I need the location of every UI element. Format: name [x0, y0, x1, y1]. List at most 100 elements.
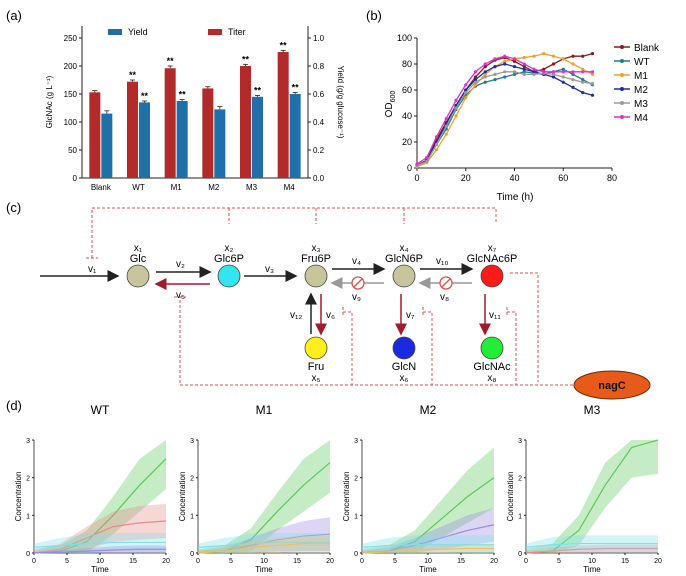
x-tick-label: 15	[129, 558, 137, 565]
data-point	[581, 70, 585, 74]
subplot-title: M2	[420, 403, 437, 417]
series-line-m2	[416, 63, 593, 166]
bar-titer	[240, 66, 251, 178]
panel-label-b: (b)	[366, 8, 382, 23]
data-point	[512, 57, 517, 61]
y-axis-label-sub: 600	[390, 91, 397, 103]
y-axis-label-main: OD	[384, 102, 395, 117]
y-tick-label: 200	[64, 62, 78, 71]
y-tick-label-right: 0.4	[313, 118, 325, 127]
y-tick-label: 50	[68, 146, 77, 155]
x-tick-label: 20	[162, 558, 170, 565]
legend-label-wt: WT	[634, 57, 650, 68]
data-point	[483, 72, 487, 76]
node-var-fru6p: x₃	[311, 243, 320, 254]
legend-label-m1: M1	[634, 71, 648, 82]
node-var-fru: x₅	[311, 373, 320, 384]
data-point	[571, 62, 575, 66]
data-point	[571, 54, 575, 58]
x-axis-label: Time	[255, 565, 273, 574]
y-tick-label: 3	[190, 438, 194, 445]
y-tick-label: 3	[518, 438, 522, 445]
x-tick-label: M1	[171, 183, 183, 192]
bar-titer	[164, 68, 176, 178]
node-label-glcn6p: GlcN6P	[385, 253, 423, 265]
legend-marker	[620, 101, 624, 105]
node-label-glcnac: GlcNAc	[473, 361, 511, 373]
node-label-glc6p: Glc6P	[214, 253, 244, 265]
y-tick-label: 100	[64, 118, 78, 127]
y-tick-label: 40	[402, 111, 412, 121]
data-point	[512, 59, 517, 64]
x-tick-label: WT	[132, 183, 145, 192]
bar-yield	[176, 101, 188, 178]
legend-label-yield: Yield	[128, 27, 148, 37]
y-axis-label: Concentration	[342, 472, 351, 522]
legend-label-m4: M4	[634, 113, 648, 124]
significance-label: **	[292, 83, 300, 93]
y-tick-label-right: 0.8	[313, 62, 325, 71]
significance-label: **	[280, 40, 288, 50]
x-axis-label: Time	[583, 565, 601, 574]
series-line	[525, 547, 658, 554]
y-tick-label: 2	[518, 476, 522, 483]
data-point	[561, 67, 565, 71]
series-line	[197, 541, 330, 548]
data-point	[434, 148, 439, 152]
bottom-regulation-lines	[174, 272, 576, 386]
y-axis-label: Concentration	[14, 472, 23, 522]
bars-layer: ** ** ** ** ** ** ** **	[89, 40, 301, 178]
top-regulation-lines	[86, 207, 497, 259]
series-line	[33, 541, 166, 548]
data-point	[503, 54, 507, 58]
node-var-glc6p: x₂	[225, 243, 234, 254]
y-tick-label: 0	[190, 551, 194, 558]
data-point	[444, 132, 448, 136]
node-var-glc: x₁	[134, 243, 143, 254]
x-tick-label: 20	[326, 558, 334, 565]
data-point	[473, 75, 478, 79]
data-point	[581, 91, 585, 95]
data-point	[483, 80, 487, 84]
data-point	[581, 80, 585, 84]
data-point	[434, 135, 439, 139]
bar-yield	[252, 96, 263, 178]
significance-label: **	[141, 91, 149, 101]
legend: Blank WT M1 M2 M3 M4	[614, 43, 660, 124]
x-tick-label: 5	[65, 558, 69, 565]
bar-titer	[127, 81, 138, 178]
bar-chart-glcnac: GlcNAc (g L⁻¹) Yield (g/g glucose⁻¹) Yie…	[45, 26, 345, 192]
significance-label: **	[167, 56, 175, 66]
y-tick-label: 0	[354, 551, 358, 558]
confidence-band	[34, 504, 166, 553]
y-tick-label: 100	[397, 33, 412, 43]
data-point	[493, 72, 497, 76]
y-tick-label: 1	[518, 513, 522, 520]
y-tick-label: 2	[190, 476, 194, 483]
subplot-title: M3	[584, 403, 601, 417]
y-tick-label: 250	[64, 34, 78, 43]
y-axis-label: OD600	[384, 91, 397, 118]
node-glcn6p	[392, 264, 416, 288]
data-point	[493, 78, 497, 82]
data-point	[425, 159, 429, 164]
y-tick-label: 2	[26, 476, 30, 483]
bar-yield	[214, 109, 226, 178]
flux-label-v11: v₁₁	[489, 310, 501, 321]
data-point	[551, 70, 556, 74]
significance-label: **	[179, 90, 187, 100]
y-axis-label-right: Yield (g/g glucose⁻¹)	[336, 66, 345, 139]
flux-label-v9: v₉	[352, 292, 361, 303]
legend-marker	[620, 115, 624, 119]
data-point	[571, 78, 575, 82]
series-line	[33, 548, 166, 554]
legend: Yield Titer	[108, 27, 246, 37]
confidence-band	[198, 536, 330, 553]
legend-marker	[620, 45, 624, 49]
x-tick-label: 10	[588, 558, 596, 565]
confidence-band	[34, 545, 166, 553]
data-point	[590, 93, 595, 97]
node-var-glcn: x₆	[399, 373, 408, 384]
data-point	[590, 52, 595, 56]
data-point	[454, 114, 458, 118]
